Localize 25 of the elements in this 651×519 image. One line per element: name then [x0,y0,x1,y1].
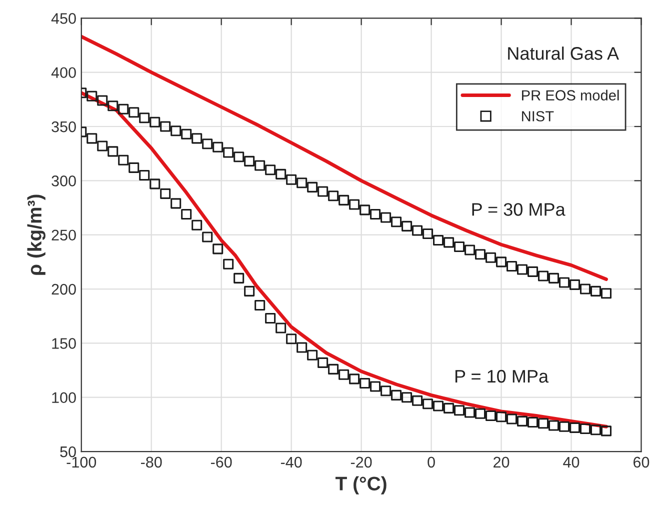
y-tick-label: 200 [52,284,76,295]
y-tick-label: 250 [52,230,76,241]
y-tick-label: 300 [52,176,76,186]
y-tick-label: 150 [52,338,76,349]
x-tick-label: -100 [66,456,96,468]
annotation: P = 10 MPa [455,370,549,383]
x-tick-label: 0 [428,456,435,468]
x-tick-label: 20 [494,456,510,468]
y-tick-label: 350 [52,121,76,132]
y-axis-title: ρ (kg/m³) [27,194,46,275]
y-tick-label: 50 [60,446,76,458]
y-tick-label: 100 [52,392,76,404]
x-axis-title: T (°C) [336,476,386,494]
x-tick-label: -60 [210,456,232,468]
annotation: Natural Gas A [508,46,620,60]
x-tick-label: 40 [563,456,580,468]
x-tick-label: 60 [634,456,650,468]
x-tick-label: -20 [350,456,372,468]
y-tick-label: 400 [51,67,76,78]
x-tick-label: -40 [280,456,302,468]
x-tick-label: -80 [140,456,162,468]
y-tick-label: 450 [51,13,76,24]
legend-label: PR EOS model [522,90,619,101]
legend-label: NIST [522,111,554,122]
annotation: P = 30 MPa [472,203,566,216]
